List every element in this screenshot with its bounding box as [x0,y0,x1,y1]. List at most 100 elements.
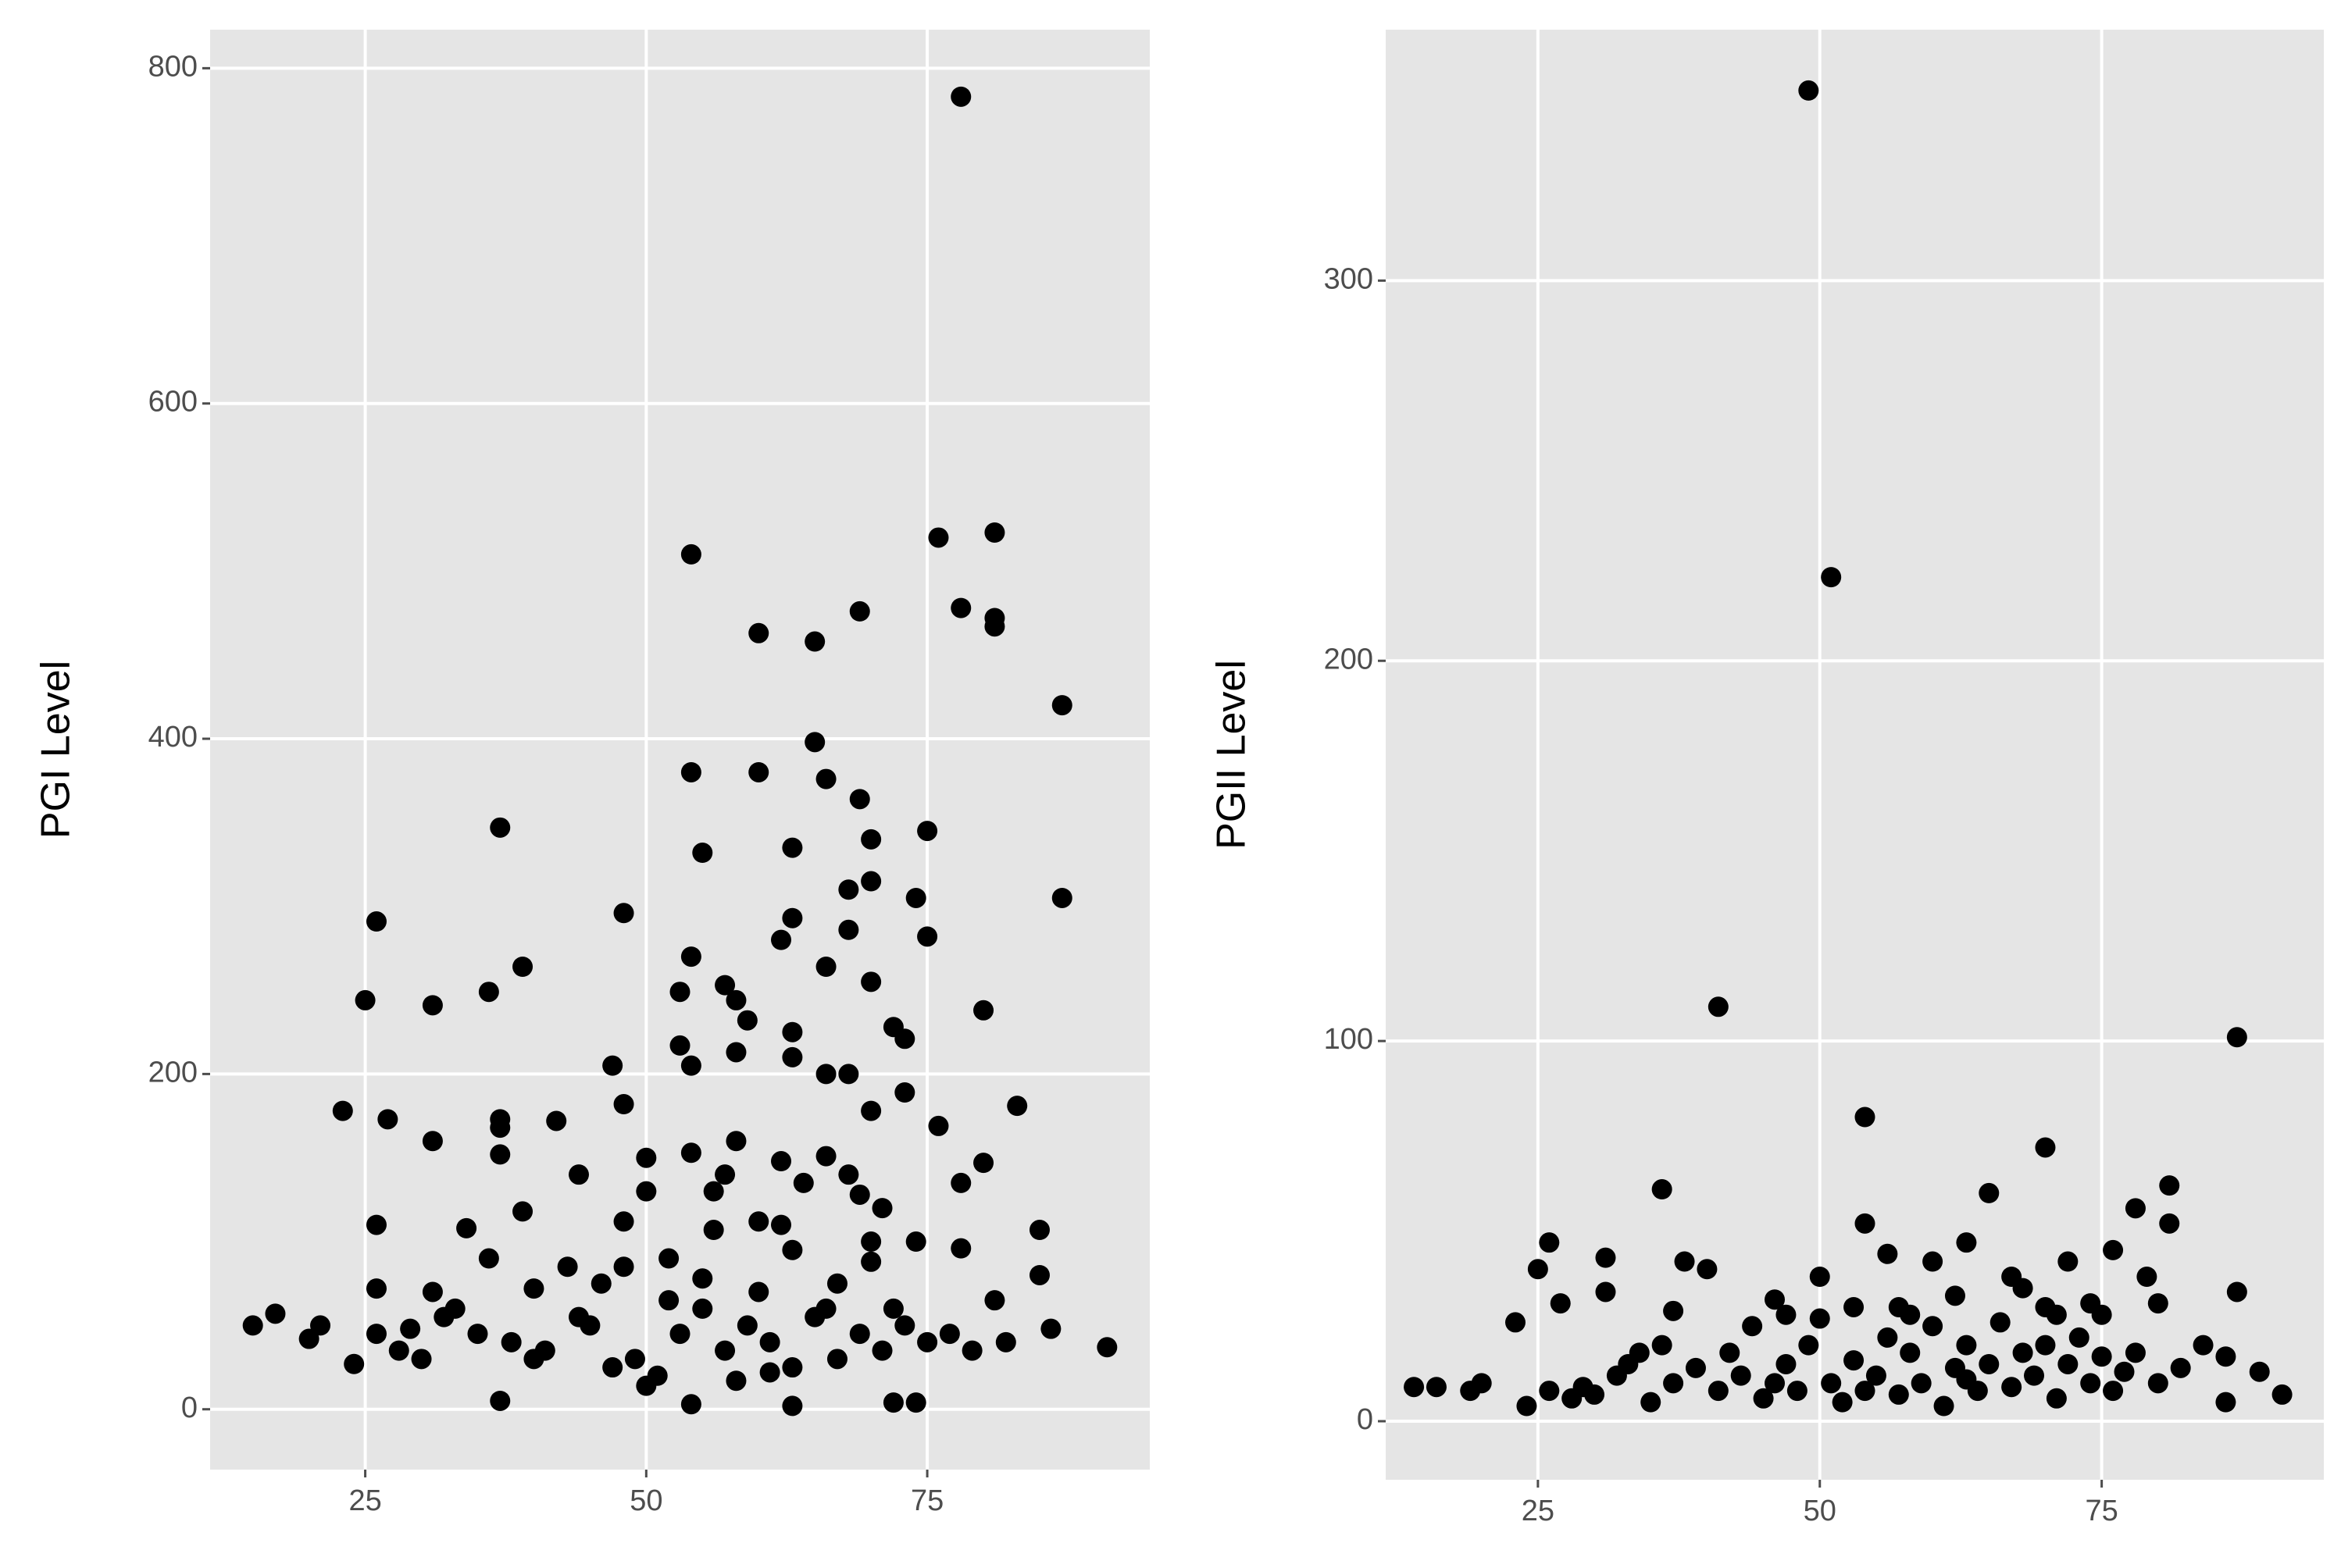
point [2226,1281,2247,1303]
point [692,843,713,864]
point [928,527,949,548]
point [1979,1353,2000,1374]
point [928,1115,949,1136]
point [2226,1027,2247,1048]
point [1051,887,1072,908]
y-tick-label: 300 [1324,262,1373,295]
point [1040,1318,1062,1339]
point [456,1217,477,1238]
point [1572,1377,1593,1398]
point [1989,1312,2011,1333]
panel-pgi: 0 200 400 600 800 25 50 75 PGI Level [34,30,1150,1517]
point [422,1281,443,1303]
panel-pgii: 0 100 200 300 25 50 75 PGII Level [1209,30,2324,1527]
point [2136,1267,2157,1288]
y-tick-label: 0 [1357,1403,1373,1436]
point [1821,567,1842,588]
point [1911,1373,1932,1394]
point [546,1110,567,1131]
point [388,1340,409,1361]
point [771,1214,792,1235]
point [692,1298,713,1319]
point [759,1362,780,1383]
point [1775,1353,1797,1374]
point [1798,80,1819,101]
point [715,1164,736,1185]
point [726,989,747,1010]
point [636,1375,657,1396]
point [613,1211,634,1232]
point [669,982,691,1003]
point [1719,1342,1740,1363]
point [680,1055,701,1076]
point [366,911,387,932]
y-tick-label: 400 [148,721,198,754]
point [2046,1304,2067,1325]
point [939,1324,960,1345]
point [2249,1361,2270,1382]
point [490,1117,511,1139]
point [1618,1353,1639,1374]
point [1730,1365,1751,1386]
point [2080,1373,2101,1394]
point [1956,1369,1977,1390]
point [2125,1342,2146,1363]
point [951,597,972,618]
point [1753,1388,1774,1409]
point [1821,1373,1842,1394]
point [1809,1267,1830,1288]
point [861,829,882,850]
point [2024,1365,2045,1386]
point [849,789,870,810]
point [355,989,376,1010]
point [782,1395,803,1417]
point [1979,1182,2000,1203]
point [602,1357,623,1378]
point [962,1340,983,1361]
point [1651,1335,1672,1356]
x-tick-label: 75 [2085,1495,2118,1527]
point [1854,1381,1875,1402]
point [1426,1377,1447,1398]
point [905,1231,926,1253]
point [2012,1278,2033,1299]
point [2057,1251,2079,1272]
point [613,1256,634,1278]
point [838,919,859,940]
point [849,600,870,622]
point [613,1094,634,1115]
point [2271,1384,2293,1405]
point [344,1353,365,1374]
point [1505,1312,1526,1333]
point [737,1315,758,1336]
point [2147,1373,2168,1394]
x-tick-label: 25 [348,1484,381,1517]
point [872,1340,893,1361]
point [793,1172,814,1193]
point [815,1064,837,1085]
point [636,1181,657,1202]
point [782,907,803,928]
point [591,1273,612,1294]
point [917,1331,938,1352]
point [1007,1096,1028,1117]
x-tick-label: 25 [1522,1495,1554,1527]
point [726,1042,747,1063]
y-tick-label: 600 [148,386,198,419]
point [759,1331,780,1352]
point [995,1331,1016,1352]
point [1697,1259,1718,1280]
x-tick-label: 50 [1804,1495,1836,1527]
point [1809,1308,1830,1329]
point [1051,695,1072,716]
point [1922,1251,1943,1272]
point [1765,1289,1786,1310]
point [680,946,701,968]
point [2147,1293,2168,1314]
point [1663,1373,1684,1394]
point [680,1142,701,1164]
point [894,1082,915,1103]
point [2103,1381,2124,1402]
point [984,616,1005,637]
